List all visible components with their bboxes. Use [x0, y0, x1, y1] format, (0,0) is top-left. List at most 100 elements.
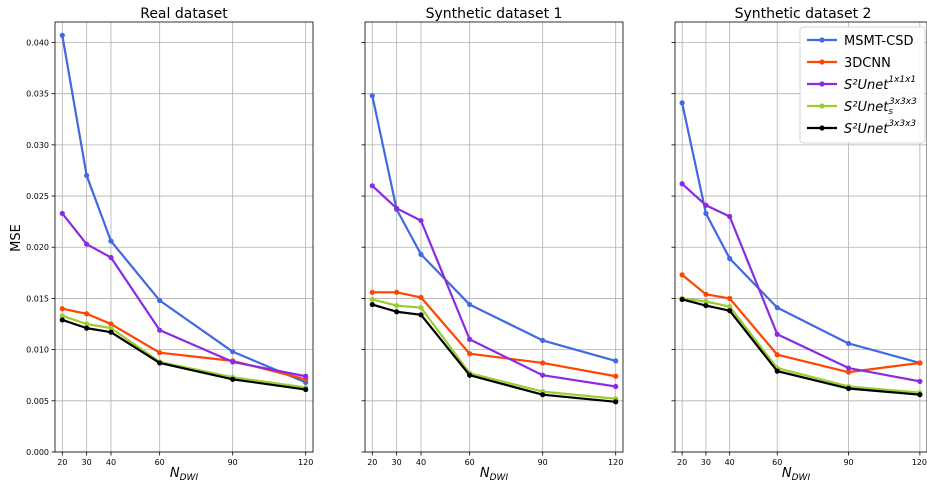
legend-marker-3 [819, 81, 825, 87]
data-point [157, 360, 163, 366]
x-axis-label: NDWI [170, 466, 199, 483]
panel-1: 0.000 0.005 0.010 0.015 0.020 0.025 0.030 0.035… [26, 6, 314, 483]
data-point [394, 289, 400, 295]
data-point [59, 313, 65, 319]
x-axis-label: NDWI [480, 466, 509, 483]
data-point [774, 305, 780, 311]
data-point [540, 360, 546, 366]
data-point [418, 312, 424, 318]
x-tick-label: 120 [608, 458, 623, 467]
series-line-2 [681, 274, 921, 374]
data-point [59, 306, 65, 312]
data-point [679, 100, 685, 106]
y-axis-label: MSE [9, 224, 24, 252]
data-point [727, 295, 733, 302]
data-point [679, 272, 685, 278]
series-line-3 [61, 212, 306, 378]
data-point [703, 210, 709, 217]
data-point [394, 302, 400, 309]
y-tick-label: 0.010 [26, 346, 49, 355]
data-point [845, 369, 852, 375]
y-tick-label: 0.000 [26, 448, 49, 457]
legend-marker-4 [819, 103, 825, 109]
data-point [157, 350, 163, 356]
x-tick-label: 60 [772, 458, 782, 467]
data-point [467, 336, 473, 342]
data-point [727, 304, 733, 310]
y-tick-label: 0.020 [26, 243, 49, 252]
y-tick-label: 0.030 [26, 141, 49, 150]
x-tick-label: 90 [843, 458, 853, 467]
data-point [394, 309, 400, 315]
x-tick-label: 60 [465, 458, 475, 467]
data-point [418, 305, 424, 311]
legend-label-3: S²Unet1x1x1 [844, 75, 916, 93]
x-tick-label: 40 [725, 458, 735, 467]
data-point [369, 183, 375, 189]
x-tick-label: 20 [367, 458, 377, 467]
y-tick-label: 0.025 [26, 192, 49, 201]
x-tick-label: 20 [57, 458, 67, 467]
data-point [84, 311, 90, 317]
data-point [613, 399, 619, 405]
x-tick-label: 120 [912, 458, 927, 467]
data-point [59, 210, 65, 217]
x-tick-label: 20 [677, 458, 687, 467]
data-point [540, 372, 546, 378]
panel-2: 20 30 40 60 90 120 Synthetic dataset 1 NDWI [361, 6, 624, 483]
data-point [230, 359, 236, 365]
data-point [108, 238, 114, 244]
data-point [679, 296, 685, 303]
data-point [613, 383, 619, 390]
data-point [703, 291, 709, 297]
data-point [230, 376, 236, 382]
series-line-2 [372, 291, 616, 378]
data-point [157, 327, 163, 333]
legend-label-2: 3DCNN [844, 56, 891, 71]
data-point [467, 372, 473, 378]
data-point [369, 289, 375, 295]
series-line-4 [61, 314, 306, 389]
data-point [703, 202, 709, 208]
legend-marker-5 [819, 125, 825, 131]
data-point [727, 213, 733, 220]
series-line-1 [61, 35, 307, 384]
panel-title: Synthetic dataset 1 [426, 6, 563, 22]
data-point [703, 298, 709, 305]
data-point [84, 321, 90, 327]
y-tick-label: 0.005 [26, 397, 49, 406]
data-point [917, 378, 923, 384]
series-group [59, 32, 309, 393]
data-point [727, 308, 733, 314]
data-point [369, 296, 375, 303]
data-point [727, 255, 733, 262]
data-point [418, 218, 424, 224]
data-point [303, 386, 309, 393]
data-point [774, 331, 780, 337]
x-tick-label: 90 [538, 458, 548, 467]
series-line-4 [372, 298, 616, 400]
data-point [157, 297, 163, 304]
panel-3: 20 30 40 60 90 120 Synthetic dataset 2 NDWI [671, 6, 927, 483]
data-point [230, 349, 236, 355]
data-point [774, 368, 780, 374]
data-point [613, 373, 619, 379]
x-axis-label: NDWI [782, 466, 811, 483]
data-point [845, 385, 852, 392]
x-tick-label: 30 [392, 458, 402, 467]
data-point [394, 205, 400, 211]
data-point [418, 251, 424, 258]
data-point [84, 172, 90, 179]
data-point [703, 302, 709, 309]
data-point [418, 294, 424, 301]
series-group [369, 93, 619, 405]
legend: MSMT-CSD 3DCNN S²Unet1x1x1 S²Unets3x3x3 S²Un… [799, 26, 926, 144]
legend-label-5: S²Unet3x3x3 [844, 119, 916, 137]
data-point [59, 317, 65, 323]
data-point [845, 340, 852, 347]
axes-frame [674, 21, 927, 453]
series-line-5 [61, 318, 306, 391]
y-tick-label: 0.035 [26, 90, 49, 99]
data-point [917, 360, 923, 366]
data-point [679, 181, 685, 187]
